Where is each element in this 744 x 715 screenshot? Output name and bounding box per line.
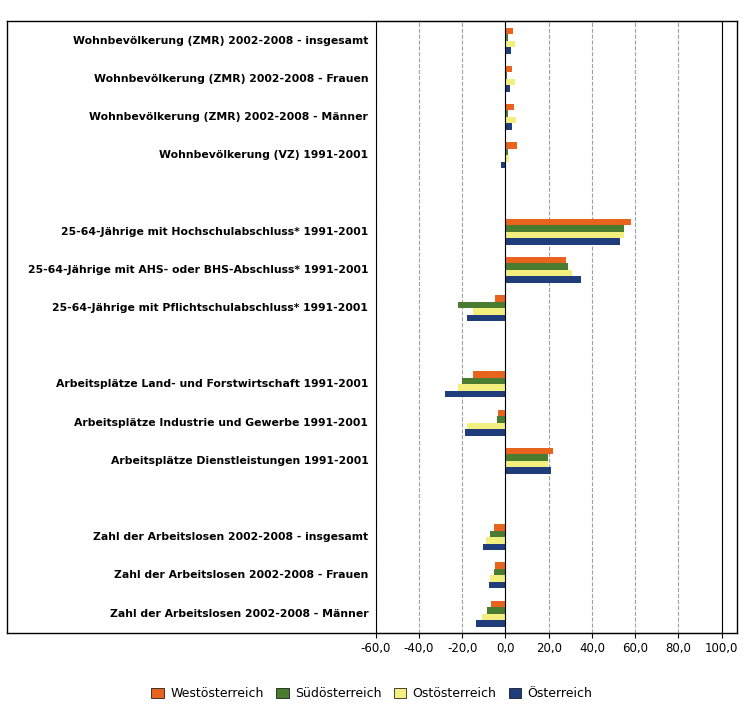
Bar (505, 219, 631, 225)
Bar (458, 302, 505, 308)
Bar (486, 537, 505, 543)
Text: Wohnbevölkerung (VZ) 1991-2001: Wohnbevölkerung (VZ) 1991-2001 (159, 150, 368, 160)
Bar (505, 79, 515, 85)
Bar (505, 28, 513, 34)
Text: Wohnbevölkerung (ZMR) 2002-2008 - Frauen: Wohnbevölkerung (ZMR) 2002-2008 - Frauen (94, 74, 368, 84)
Bar (505, 263, 568, 270)
Text: 25-64-Jährige mit Pflichtschulabschluss* 1991-2001: 25-64-Jährige mit Pflichtschulabschluss*… (52, 303, 368, 313)
Bar (505, 257, 566, 263)
Bar (505, 468, 551, 474)
Bar (505, 47, 511, 54)
Bar (505, 66, 513, 72)
Bar (505, 270, 572, 276)
Bar (505, 117, 516, 124)
Text: Arbeitsplätze Land- und Forstwirtschaft 1991-2001: Arbeitsplätze Land- und Forstwirtschaft … (56, 380, 368, 390)
Bar (493, 569, 505, 576)
Bar (473, 308, 505, 315)
Bar (493, 524, 505, 531)
Text: Zahl der Arbeitslosen 2002-2008 - Frauen: Zahl der Arbeitslosen 2002-2008 - Frauen (114, 571, 368, 581)
Text: Wohnbevölkerung (ZMR) 2002-2008 - insgesamt: Wohnbevölkerung (ZMR) 2002-2008 - insges… (73, 36, 368, 46)
Bar (458, 385, 505, 391)
Text: Zahl der Arbeitslosen 2002-2008 - Männer: Zahl der Arbeitslosen 2002-2008 - Männer (109, 608, 368, 618)
Bar (497, 416, 505, 423)
Text: 25-64-Jährige mit AHS- oder BHS-Abschluss* 1991-2001: 25-64-Jährige mit AHS- oder BHS-Abschlus… (28, 265, 368, 275)
Bar (466, 423, 505, 429)
Bar (491, 601, 505, 607)
Bar (490, 582, 505, 588)
Bar (462, 378, 505, 385)
Bar (501, 162, 505, 168)
Bar (505, 232, 624, 238)
Bar (505, 111, 508, 117)
Bar (466, 429, 505, 435)
Legend: Westösterreich, Südösterreich, Ostösterreich, Österreich: Westösterreich, Südösterreich, Ostösterr… (147, 682, 597, 705)
Bar (505, 85, 510, 92)
Text: Arbeitsplätze Dienstleistungen 1991-2001: Arbeitsplätze Dienstleistungen 1991-2001 (111, 456, 368, 466)
Bar (505, 149, 507, 155)
Bar (483, 543, 505, 551)
Text: Wohnbevölkerung (ZMR) 2002-2008 - Männer: Wohnbevölkerung (ZMR) 2002-2008 - Männer (89, 112, 368, 122)
Bar (495, 295, 505, 302)
Text: 25-64-Jährige mit Hochschulabschluss* 1991-2001: 25-64-Jährige mit Hochschulabschluss* 19… (61, 227, 368, 237)
Bar (505, 461, 548, 468)
Bar (490, 576, 505, 582)
Bar (505, 225, 624, 232)
Bar (505, 104, 513, 111)
Bar (505, 155, 509, 162)
Bar (487, 607, 505, 613)
Bar (505, 142, 517, 149)
Bar (505, 72, 507, 79)
Bar (505, 34, 507, 41)
Bar (476, 620, 505, 626)
Bar (490, 531, 505, 537)
Text: Zahl der Arbeitslosen 2002-2008 - insgesamt: Zahl der Arbeitslosen 2002-2008 - insges… (93, 532, 368, 542)
Bar (473, 371, 505, 378)
Bar (505, 124, 512, 130)
Bar (505, 448, 553, 454)
Bar (505, 454, 548, 461)
Bar (505, 276, 581, 283)
Bar (481, 613, 505, 620)
Text: Arbeitsplätze Industrie und Gewerbe 1991-2001: Arbeitsplätze Industrie und Gewerbe 1991… (74, 418, 368, 428)
Bar (505, 41, 515, 47)
Bar (498, 410, 505, 416)
Bar (495, 563, 505, 569)
Bar (505, 238, 620, 245)
Bar (466, 315, 505, 321)
Bar (445, 391, 505, 398)
